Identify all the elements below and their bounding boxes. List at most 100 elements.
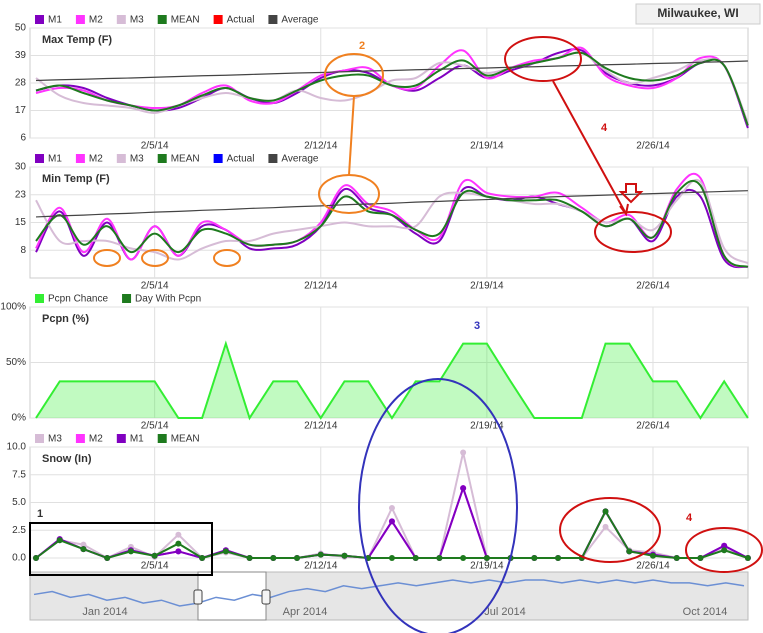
marker (127, 548, 134, 555)
legend-swatch (35, 154, 44, 163)
marker (317, 551, 324, 558)
series-line (35, 190, 748, 218)
annotation: 4 (686, 512, 693, 524)
circle-4 (504, 36, 582, 82)
navigator-label: Apr 2014 (283, 606, 328, 618)
legend-swatch (268, 15, 278, 24)
y-tick-label: 30 (15, 162, 27, 173)
circle-2 (93, 249, 121, 267)
legend-label: Average (281, 154, 319, 165)
series-line (35, 51, 749, 126)
marker (270, 555, 277, 561)
y-tick-label: 23 (15, 189, 27, 200)
x-tick-label: 2/19/14 (470, 141, 504, 152)
y-tick-label: 8 (20, 245, 26, 256)
marker (199, 555, 206, 561)
x-tick-label: 2/12/14 (304, 281, 338, 292)
y-tick-label: 6 (20, 133, 26, 144)
legend-label: M1 (130, 434, 144, 445)
legend-swatch (35, 294, 44, 303)
legend-label: Pcpn Chance (48, 294, 108, 305)
y-tick-label: 0.0 (12, 553, 26, 564)
header-title: Milwaukee, WI (657, 6, 738, 20)
legend-label: M3 (130, 15, 144, 26)
connector-2 (348, 95, 355, 176)
marker (555, 555, 562, 561)
circle-4 (594, 211, 672, 253)
x-tick-label: 2/5/14 (141, 561, 169, 572)
navigator-handle (261, 589, 271, 605)
navigator-label: Jul 2014 (484, 606, 526, 618)
x-tick-label: 2/19/14 (470, 281, 504, 292)
circle-3 (358, 378, 518, 633)
marker (80, 541, 87, 548)
x-tick-label: 2/5/14 (141, 421, 169, 432)
y-tick-label: 7.5 (12, 469, 26, 480)
x-tick-label: 2/19/14 (470, 561, 504, 572)
marker (602, 508, 609, 515)
legend-label: MEAN (171, 154, 200, 165)
marker (388, 555, 395, 561)
legend-swatch (122, 294, 132, 303)
y-tick-label: 50 (15, 23, 27, 34)
down-arrow (618, 183, 644, 204)
y-tick-label: 17 (15, 105, 27, 116)
legend-swatch (116, 154, 126, 163)
marker (33, 555, 39, 561)
marker (80, 546, 87, 553)
navigator-label: Jan 2014 (82, 606, 127, 618)
legend-swatch (213, 15, 223, 24)
marker (697, 555, 704, 561)
navigator-window (197, 571, 267, 621)
legend-label: Actual (227, 154, 255, 165)
marker (602, 523, 609, 530)
marker (460, 485, 467, 492)
marker (175, 531, 182, 538)
y-tick-label: 50% (6, 357, 26, 368)
annotation: 2 (359, 40, 365, 52)
legend-swatch (35, 434, 44, 443)
marker (175, 548, 182, 555)
arrow-head (619, 203, 629, 217)
x-tick-label: 2/12/14 (304, 561, 338, 572)
circle-2 (141, 249, 169, 267)
annotation: 4 (601, 122, 608, 134)
marker (460, 449, 467, 456)
chart-title: Pcpn (%) (42, 313, 89, 325)
legend-swatch (268, 154, 278, 163)
chart-title: Min Temp (F) (42, 173, 110, 185)
x-tick-label: 2/5/14 (141, 281, 169, 292)
chart-title: Snow (In) (42, 453, 92, 465)
y-tick-label: 15 (15, 217, 27, 228)
marker (341, 552, 348, 559)
y-tick-label: 100% (0, 302, 26, 313)
legend-swatch (75, 154, 85, 163)
marker (436, 555, 443, 561)
y-tick-label: 0% (12, 413, 27, 424)
marker (483, 555, 490, 561)
marker (294, 555, 301, 561)
marker (626, 548, 633, 555)
legend-label: M3 (130, 154, 144, 165)
area-fill (36, 343, 748, 418)
marker (151, 552, 158, 559)
legend-label: M3 (48, 434, 62, 445)
legend-label: M2 (89, 434, 103, 445)
navigator-bg (29, 571, 749, 621)
marker (246, 555, 253, 561)
x-tick-label: 2/26/14 (636, 141, 670, 152)
legend-swatch (35, 15, 44, 24)
legend-swatch (213, 154, 223, 163)
y-tick-label: 5.0 (12, 497, 26, 508)
y-tick-label: 39 (15, 50, 27, 61)
x-tick-label: 2/12/14 (304, 421, 338, 432)
series-line (35, 51, 749, 124)
legend-swatch (157, 154, 167, 163)
x-tick-label: 2/26/14 (636, 561, 670, 572)
navigator-line (33, 579, 745, 607)
marker (673, 555, 680, 561)
legend-swatch (157, 434, 167, 443)
x-tick-label: 2/19/14 (470, 421, 504, 432)
